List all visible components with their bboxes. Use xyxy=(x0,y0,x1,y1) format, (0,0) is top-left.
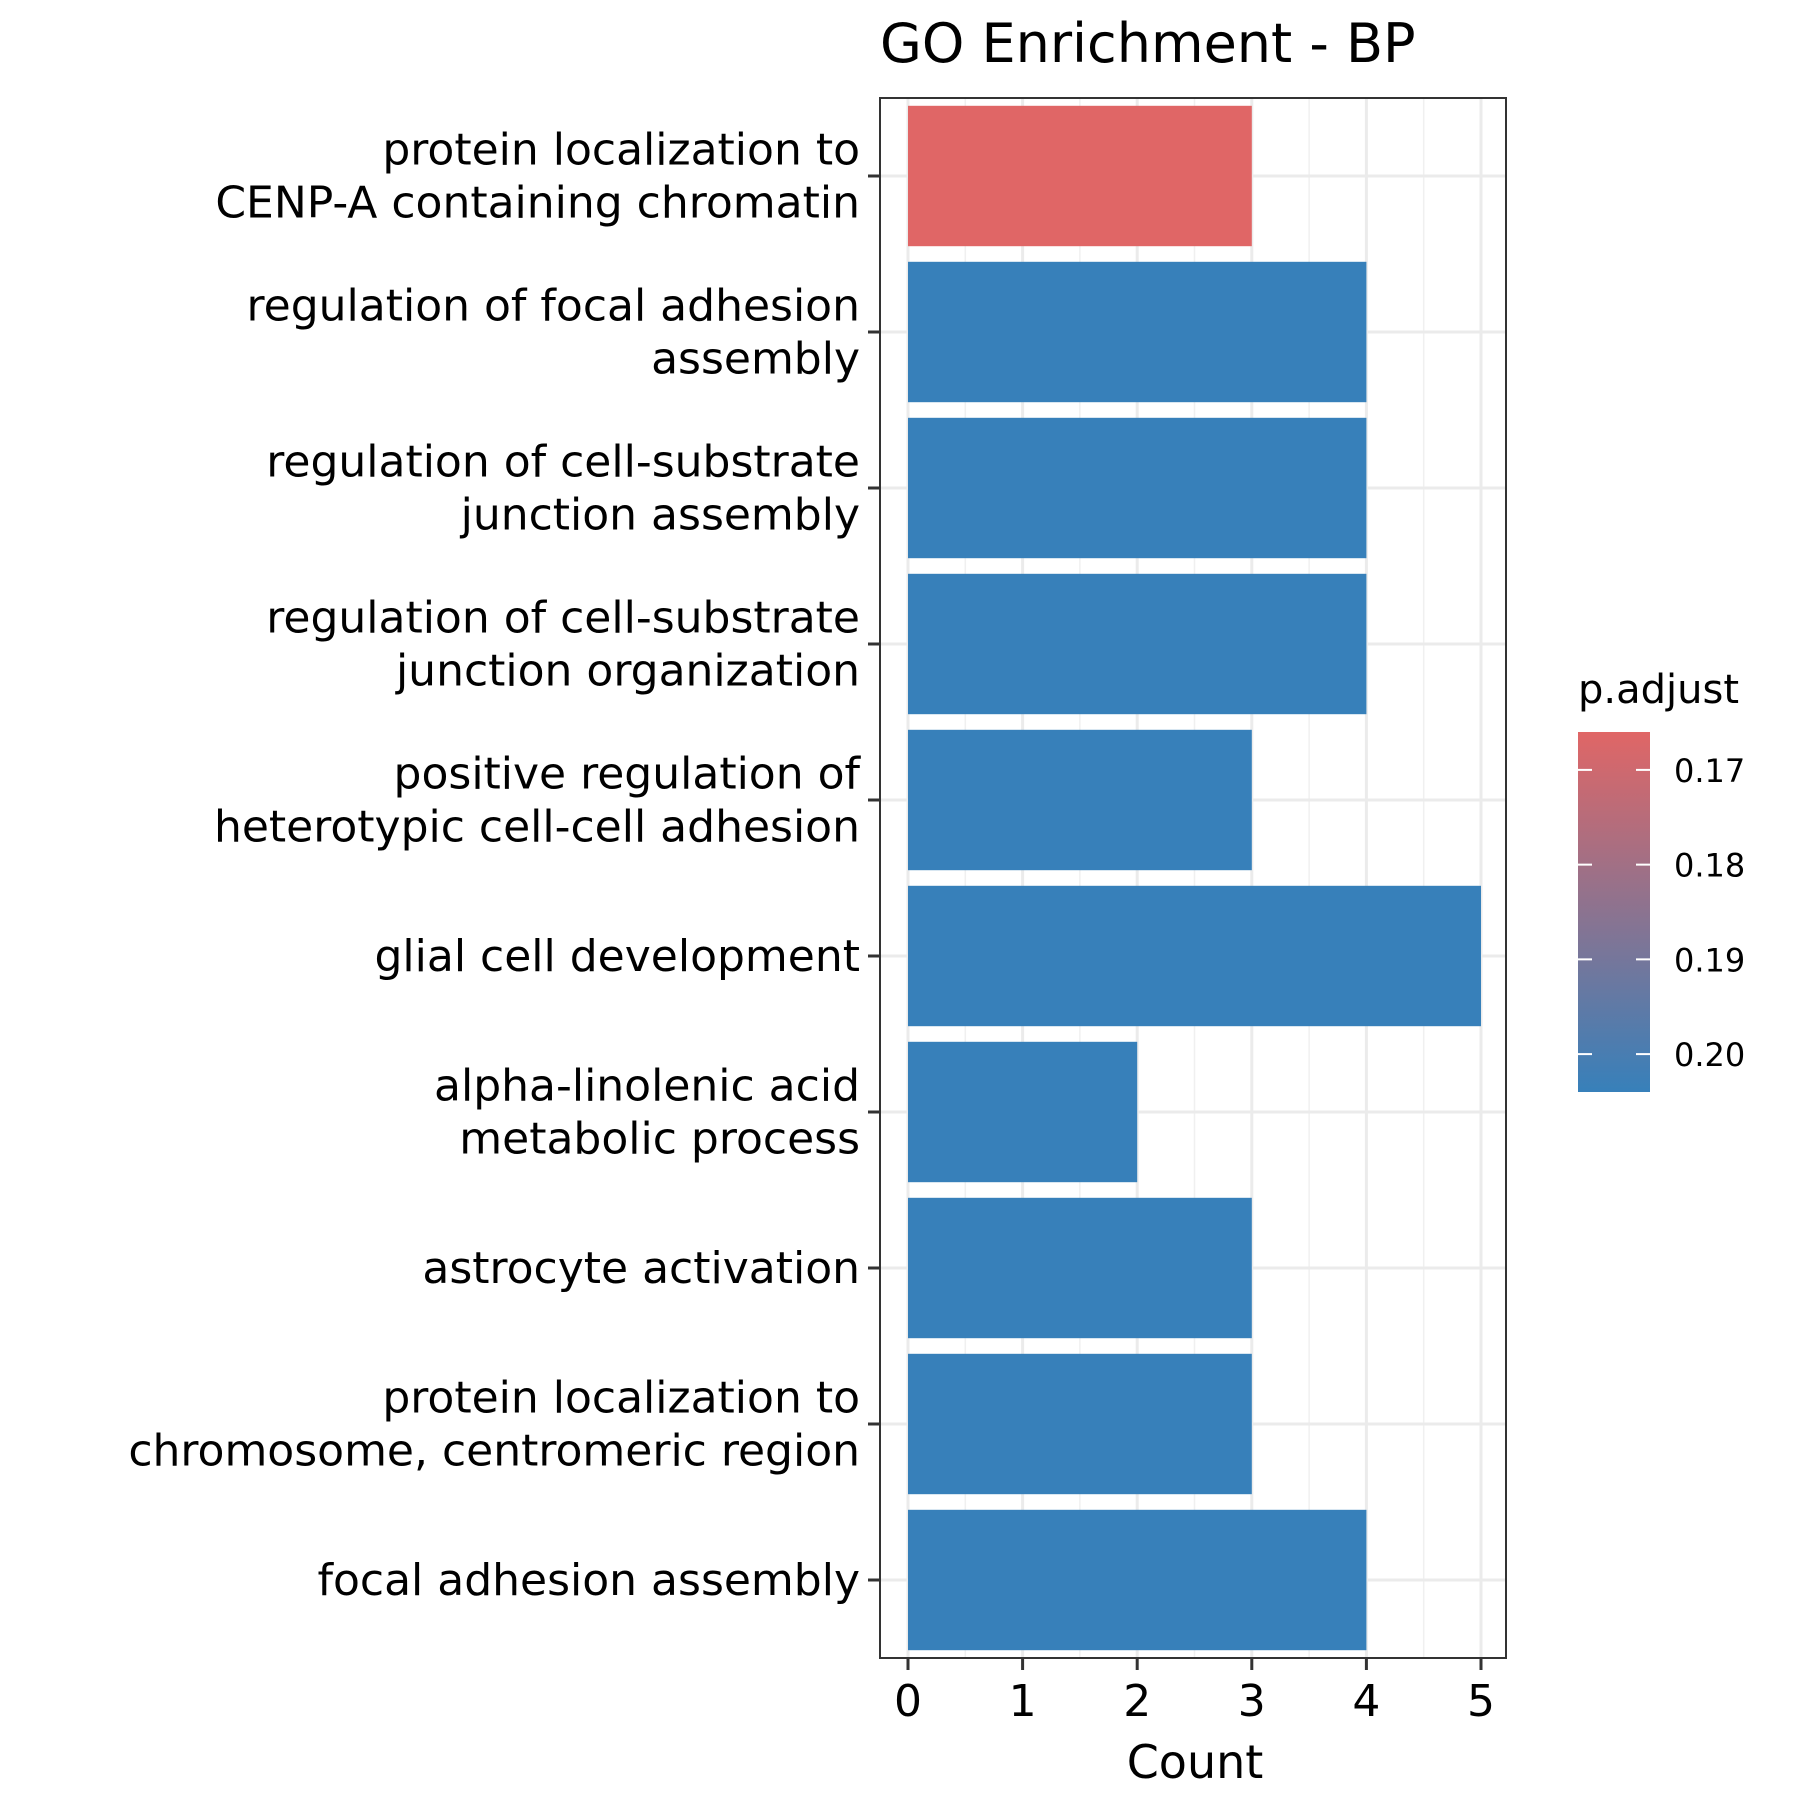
x-tick-label: 4 xyxy=(1352,1676,1380,1727)
x-tick-label: 1 xyxy=(1009,1676,1037,1727)
category-label: CENP-A containing chromatin xyxy=(215,178,860,229)
legend-tick-label: 0.19 xyxy=(1674,941,1745,979)
bar xyxy=(908,729,1252,871)
category-label: alpha-linolenic acid xyxy=(434,1061,860,1112)
plot-border xyxy=(879,97,1507,1659)
bar xyxy=(908,573,1367,715)
bar xyxy=(908,885,1481,1027)
colorbar xyxy=(1578,732,1650,1092)
legend-tick-label: 0.18 xyxy=(1674,847,1745,885)
bar xyxy=(908,1353,1252,1495)
bar xyxy=(908,261,1367,403)
category-label: focal adhesion assembly xyxy=(317,1555,860,1606)
bar xyxy=(908,417,1367,559)
category-label: protein localization to xyxy=(382,125,860,176)
category-label: junction organization xyxy=(395,646,860,697)
x-tick-label: 2 xyxy=(1123,1676,1151,1727)
legend: p.adjust 0.17 0.18 0.19 0.20 xyxy=(1578,667,1745,1092)
category-label: assembly xyxy=(651,334,860,385)
legend-tick-label: 0.17 xyxy=(1674,752,1745,790)
x-tick-label: 5 xyxy=(1467,1676,1495,1727)
category-label: astrocyte activation xyxy=(422,1243,860,1294)
x-tick-label: 0 xyxy=(894,1676,922,1727)
x-tick-label: 3 xyxy=(1238,1676,1266,1727)
category-label: chromosome, centromeric region xyxy=(128,1426,860,1477)
bar xyxy=(908,1197,1252,1339)
category-label: heterotypic cell-cell adhesion xyxy=(214,802,860,853)
category-label: positive regulation of xyxy=(394,749,862,800)
chart-title: GO Enrichment - BP xyxy=(880,12,1416,75)
category-label: junction assembly xyxy=(460,490,860,541)
category-label: regulation of focal adhesion xyxy=(247,281,860,332)
category-label: metabolic process xyxy=(459,1114,860,1165)
category-label: protein localization to xyxy=(382,1373,860,1424)
category-label: regulation of cell-substrate xyxy=(266,593,860,644)
x-axis-title: Count xyxy=(1127,1735,1264,1789)
bar xyxy=(908,105,1252,247)
bar xyxy=(908,1509,1367,1651)
bar xyxy=(908,1041,1138,1183)
legend-title: p.adjust xyxy=(1578,667,1739,713)
category-label: regulation of cell-substrate xyxy=(266,437,860,488)
legend-tick-label: 0.20 xyxy=(1674,1036,1745,1074)
category-label: glial cell development xyxy=(374,931,860,982)
